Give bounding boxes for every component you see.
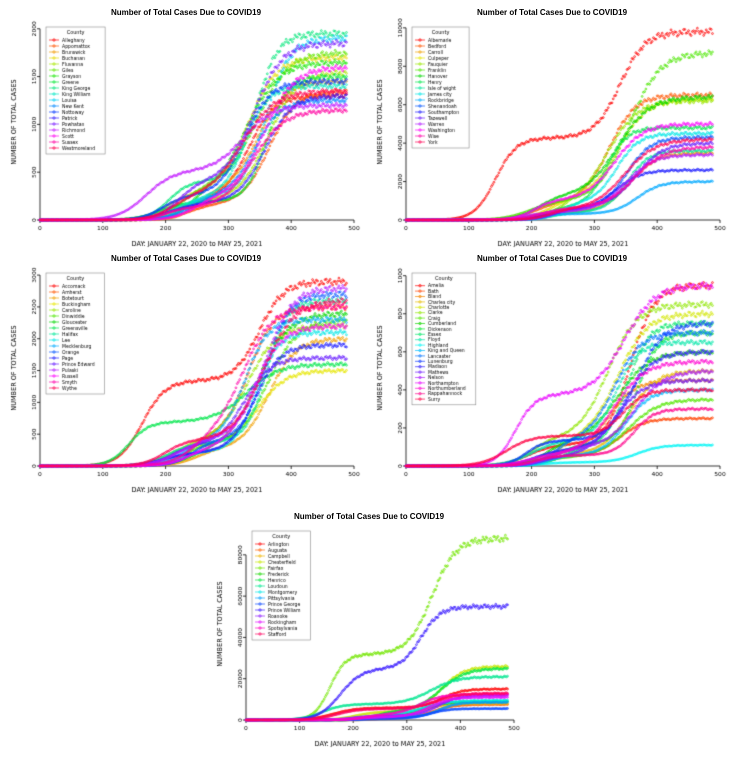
chart-panel-top-left: Number of Total Cases Due to COVID19 — [8, 8, 364, 250]
chart-title: Number of Total Cases Due to COVID19 — [110, 254, 262, 263]
chart-canvas — [214, 522, 524, 750]
chart-panel-middle-left: Number of Total Cases Due to COVID19 — [8, 254, 364, 496]
chart-canvas — [8, 264, 364, 496]
chart-panel-top-right: Number of Total Cases Due to COVID19 — [374, 8, 730, 250]
chart-title: Number of Total Cases Due to COVID19 — [476, 8, 628, 17]
figure-row-bottom: Number of Total Cases Due to COVID19 — [0, 510, 738, 752]
figure-row-top: Number of Total Cases Due to COVID19 Num… — [0, 6, 738, 252]
chart-canvas — [374, 264, 730, 496]
chart-title: Number of Total Cases Due to COVID19 — [476, 254, 628, 263]
chart-panel-bottom-center: Number of Total Cases Due to COVID19 — [214, 512, 524, 750]
chart-canvas — [8, 18, 364, 250]
chart-title: Number of Total Cases Due to COVID19 — [110, 8, 262, 17]
chart-panel-middle-right: Number of Total Cases Due to COVID19 — [374, 254, 730, 496]
figure-row-middle: Number of Total Cases Due to COVID19 Num… — [0, 252, 738, 498]
chart-title: Number of Total Cases Due to COVID19 — [293, 512, 445, 521]
chart-canvas — [374, 18, 730, 250]
